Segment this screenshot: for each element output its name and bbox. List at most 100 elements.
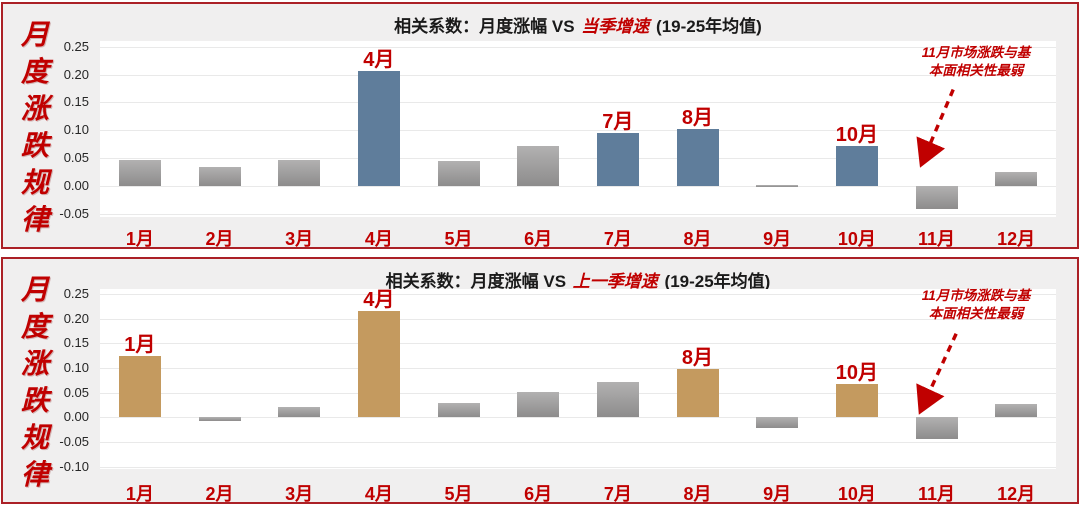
x-axis-label-1月: 1月: [125, 484, 154, 504]
x-axis-label-12月: 12月: [997, 229, 1036, 249]
y-axis-tick: 0.15: [63, 335, 89, 351]
gridline: [100, 102, 1056, 104]
x-axis-label-8月: 8月: [683, 484, 712, 504]
peak-label-4月: 4月: [363, 289, 395, 312]
annotation-line2: 本面相关性最弱: [928, 63, 1024, 78]
y-axis-tick: 0.20: [63, 66, 89, 82]
chart-title-highlight: 上一季增速: [572, 272, 658, 291]
x-axis-label-11月: 11月: [917, 484, 955, 504]
chart-title: 相关系数：月度涨幅 VS 上一季增速 (19-25年均值): [100, 267, 1056, 292]
bar-10月: [835, 146, 878, 187]
bar-7月: [596, 381, 639, 418]
x-axis-label-10月: 10月: [837, 229, 876, 249]
y-axis-tick: 0.05: [63, 150, 89, 166]
y-axis-tick: -0.05: [59, 433, 89, 449]
x-axis-label-4月: 4月: [364, 484, 393, 504]
y-axis-tick: 0.15: [63, 94, 89, 110]
x-axis-label-7月: 7月: [603, 484, 632, 504]
annotation-line1: 11月市场涨跌与基: [921, 288, 1031, 303]
chart-title: 相关系数：月度涨幅 VS 当季增速 (19-25年均值): [100, 12, 1056, 37]
gridline: [100, 392, 1056, 394]
bar-4月: [357, 311, 400, 418]
x-axis-label-9月: 9月: [763, 229, 792, 249]
bar-11月: [915, 417, 958, 440]
side-label-monthly-pattern: 月 度 涨 跌 规 律: [20, 19, 49, 235]
chart-title-highlight: 当季增速: [581, 17, 650, 36]
bar-8月: [676, 128, 719, 187]
y-axis-tick: 0.10: [63, 122, 89, 138]
x-axis-label-4月: 4月: [364, 229, 393, 249]
y-axis-tick: -0.05: [59, 206, 89, 222]
chart-panel-previous-quarter: 月 度 涨 跌 规 律 相关系数：月度涨幅 VS 上一季增速 (19-25年均值…: [1, 257, 1079, 504]
bar-9月: [756, 185, 799, 187]
y-axis-tick: 0.00: [63, 178, 89, 194]
bar-6月: [517, 146, 560, 187]
x-axis-label-8月: 8月: [683, 229, 712, 249]
gridline: [100, 214, 1056, 216]
bar-1月: [118, 160, 161, 187]
y-axis-tick: 0.25: [63, 285, 89, 301]
y-axis-tick: 0.05: [63, 384, 89, 400]
bar-8月: [676, 368, 719, 418]
gridline: [100, 186, 1056, 188]
chart-panel-current-quarter: 月 度 涨 跌 规 律 相关系数：月度涨幅 VS 当季增速 (19-25年均值)…: [1, 2, 1079, 249]
gridline: [100, 417, 1056, 419]
x-axis-label-5月: 5月: [444, 229, 473, 249]
x-axis-label-3月: 3月: [285, 229, 314, 249]
y-axis-tick: -0.10: [59, 458, 89, 474]
side-label-monthly-pattern: 月 度 涨 跌 规 律: [20, 274, 49, 490]
bar-12月: [995, 403, 1038, 418]
y-axis-tick: 0.10: [63, 359, 89, 375]
bar-1月: [118, 355, 161, 418]
peak-label-1月: 1月: [124, 333, 156, 356]
bar-6月: [517, 391, 560, 418]
x-axis-label-2月: 2月: [205, 484, 234, 504]
bar-3月: [278, 160, 321, 187]
bar-2月: [198, 417, 241, 422]
gridline: [100, 367, 1056, 369]
gridline: [100, 441, 1056, 443]
gridline: [100, 293, 1056, 295]
x-axis-label-5月: 5月: [444, 484, 473, 504]
gridline: [100, 158, 1056, 160]
bar-11月: [915, 186, 958, 209]
x-axis-label-2月: 2月: [205, 229, 234, 249]
peak-label-10月: 10月: [835, 361, 878, 384]
chart-title-prefix: 相关系数：月度涨幅 VS: [394, 17, 575, 36]
y-axis-tick: 0.00: [63, 409, 89, 425]
x-axis-label-11月: 11月: [917, 229, 955, 249]
bar-4月: [357, 70, 400, 187]
gridline: [100, 74, 1056, 76]
plot-area: [100, 41, 1056, 217]
gridline: [100, 466, 1056, 468]
peak-label-4月: 4月: [363, 48, 395, 71]
x-axis-label-9月: 9月: [763, 484, 792, 504]
gridline: [100, 130, 1056, 132]
x-axis-label-1月: 1月: [125, 229, 154, 249]
bar-9月: [756, 417, 799, 429]
chart-title-suffix: (19-25年均值): [664, 272, 771, 291]
y-axis-tick: 0.20: [63, 310, 89, 326]
bar-7月: [596, 132, 639, 187]
peak-label-8月: 8月: [681, 346, 714, 369]
annotation-november-weakest: 11月市场涨跌与基 本面相关性最弱: [891, 287, 1061, 323]
x-axis-label-10月: 10月: [837, 484, 876, 504]
bar-5月: [437, 160, 480, 187]
peak-label-10月: 10月: [835, 124, 878, 147]
chart-title-suffix: (19-25年均值): [656, 17, 762, 36]
x-axis-label-7月: 7月: [603, 229, 632, 249]
gridline: [100, 343, 1056, 345]
annotation-line2: 本面相关性最弱: [928, 306, 1024, 321]
chart-title-prefix: 相关系数：月度涨幅 VS: [385, 272, 567, 291]
bar-12月: [995, 171, 1038, 187]
peak-label-7月: 7月: [602, 110, 634, 133]
bar-10月: [835, 383, 878, 418]
plot-area: [100, 289, 1056, 469]
x-axis-label-3月: 3月: [285, 484, 314, 504]
bar-3月: [278, 407, 321, 418]
peak-label-8月: 8月: [681, 106, 714, 129]
x-axis-label-6月: 6月: [524, 229, 553, 249]
annotation-line1: 11月市场涨跌与基: [921, 45, 1031, 60]
annotation-november-weakest: 11月市场涨跌与基 本面相关性最弱: [891, 44, 1061, 80]
